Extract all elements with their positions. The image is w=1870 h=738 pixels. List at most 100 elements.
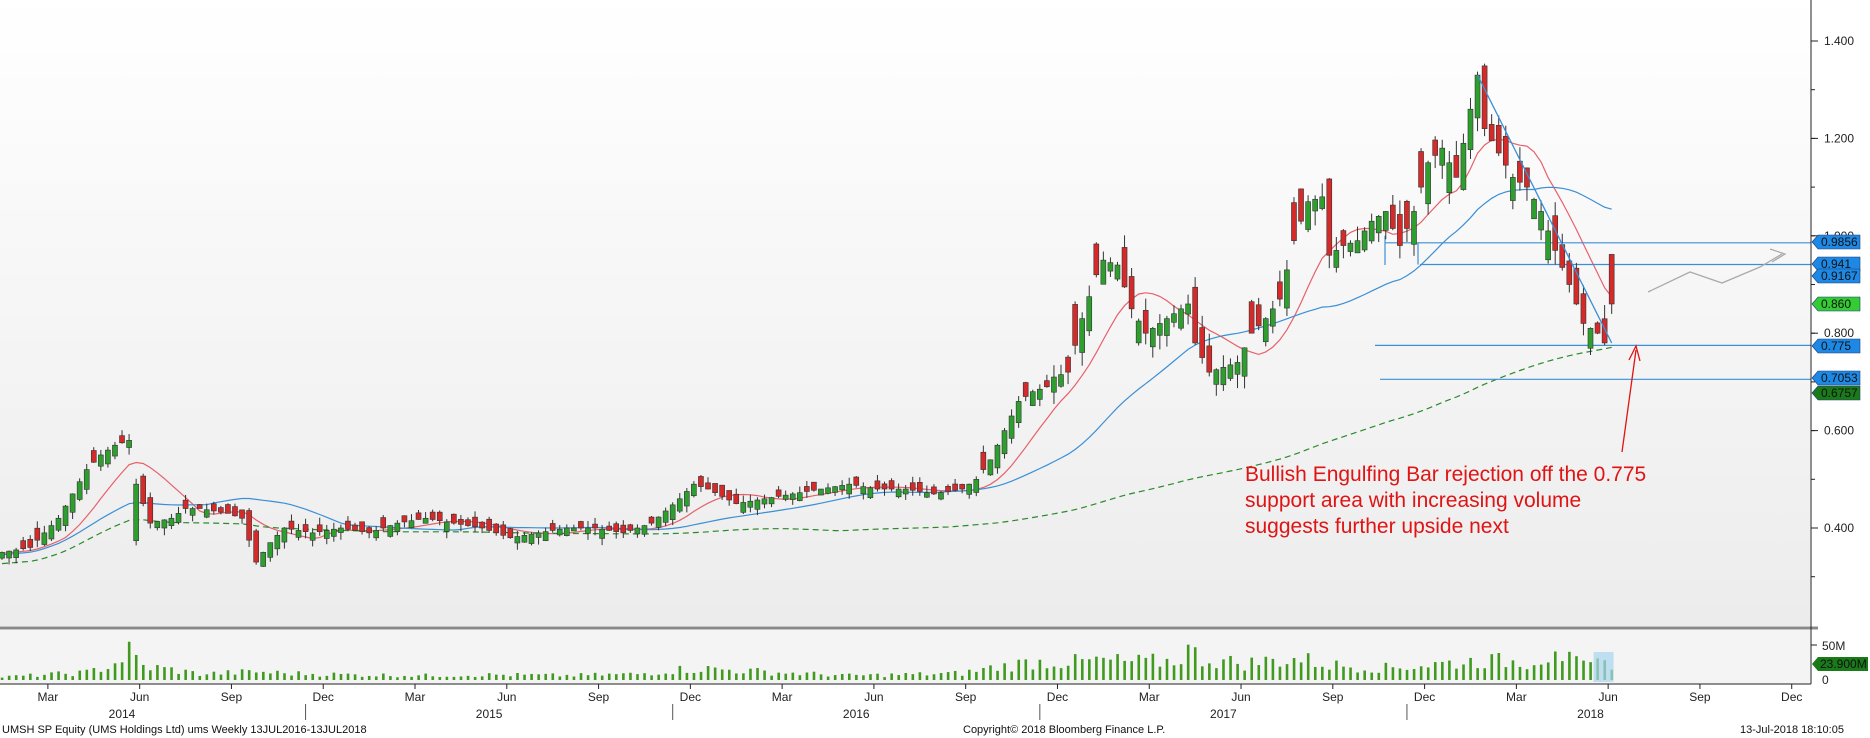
- candle-body: [479, 521, 485, 529]
- candle-body: [1227, 364, 1234, 379]
- candle-body: [1270, 308, 1276, 327]
- candle-body: [1284, 269, 1290, 309]
- volume-bar: [848, 673, 851, 680]
- candle-body: [973, 478, 980, 493]
- candle-body: [1051, 376, 1057, 393]
- candle-body: [1213, 369, 1220, 385]
- volume-bar: [431, 676, 435, 680]
- candle-body: [274, 535, 281, 550]
- volume-bar: [1243, 670, 1246, 680]
- volume-bar: [911, 674, 915, 680]
- volume-bar: [1038, 659, 1042, 680]
- candle-body: [1488, 124, 1495, 142]
- candle-body: [1382, 211, 1389, 231]
- candle-body: [768, 497, 775, 505]
- volume-bar: [1363, 670, 1366, 680]
- volume-bar: [1285, 664, 1289, 680]
- candle-body: [832, 486, 838, 493]
- volume-bar: [325, 675, 329, 680]
- candle-body: [20, 540, 26, 549]
- time-tick-label: Jun: [130, 690, 149, 704]
- candle-body: [1326, 178, 1333, 256]
- price-label-value: 0.6757: [1821, 386, 1858, 400]
- volume-bar: [1229, 655, 1232, 680]
- volume-bar: [1144, 657, 1148, 680]
- volume-bar: [269, 673, 272, 680]
- candle-body: [1495, 125, 1502, 154]
- candle-body: [1538, 211, 1544, 231]
- candle-body: [27, 538, 34, 548]
- volume-bar: [353, 674, 357, 680]
- volume-bar: [1532, 665, 1536, 680]
- candle-body: [133, 483, 139, 542]
- volume-bar: [1476, 668, 1479, 680]
- volume-bar: [664, 673, 668, 680]
- time-tick-label: Sep: [1322, 690, 1344, 704]
- volume-bar: [410, 676, 413, 680]
- volume-bar: [149, 670, 152, 680]
- candle-body: [712, 483, 718, 493]
- candle-body: [895, 488, 902, 498]
- volume-bar: [770, 675, 773, 680]
- candle-body: [1298, 188, 1304, 222]
- volume-bar: [1123, 660, 1126, 680]
- candle-body: [811, 481, 817, 491]
- volume-bar: [1321, 666, 1324, 680]
- candle-body: [1354, 240, 1361, 254]
- volume-bar: [1525, 669, 1529, 680]
- price-label-box: [1811, 370, 1861, 386]
- candle-body: [41, 532, 48, 545]
- volume-bar: [170, 667, 173, 680]
- candle-body: [323, 530, 330, 539]
- candle-body: [952, 483, 958, 491]
- volume-bar: [742, 673, 745, 680]
- price-tick-label: 1.400: [1824, 34, 1854, 48]
- volume-bar: [968, 669, 971, 680]
- volume-bar: [1024, 659, 1028, 680]
- candlestick-series: [0, 63, 1615, 567]
- price-label-box: [1811, 385, 1861, 401]
- candle-body: [168, 517, 175, 526]
- candle-body: [380, 517, 387, 529]
- candle-body: [387, 525, 394, 537]
- volume-bar: [1102, 657, 1105, 680]
- price-tick-label: 0.600: [1824, 424, 1854, 438]
- volume-label-value: 23.900M: [1820, 657, 1867, 671]
- volume-bar: [953, 670, 957, 680]
- volume-bar: [1504, 667, 1508, 680]
- candle-body: [571, 527, 577, 532]
- candle-body: [373, 530, 379, 539]
- candle-body: [1107, 262, 1114, 272]
- candle-body: [281, 527, 288, 543]
- time-tick-label: Dec: [1047, 690, 1068, 704]
- candle-body: [13, 549, 19, 558]
- volume-label-box: [1812, 657, 1868, 671]
- volume-bar: [424, 673, 427, 680]
- candle-body: [549, 523, 556, 531]
- candle-body: [443, 521, 450, 532]
- candle-body: [874, 480, 881, 490]
- candle-body: [860, 486, 867, 495]
- candle-body: [754, 499, 761, 510]
- candle-body: [62, 505, 69, 526]
- candle-body: [775, 489, 782, 497]
- candle-body: [140, 475, 146, 504]
- volume-bar: [43, 674, 46, 680]
- volume-bar: [784, 673, 788, 680]
- volume-bar: [671, 674, 675, 680]
- volume-bar: [735, 673, 738, 680]
- candle-body: [1206, 345, 1213, 373]
- candle-body: [1425, 162, 1431, 205]
- candle-body: [1135, 320, 1142, 344]
- candle-body: [655, 516, 662, 528]
- candle-body: [994, 444, 1001, 469]
- volume-bar: [763, 670, 766, 680]
- candle-body: [69, 493, 76, 513]
- candle-body: [352, 524, 358, 531]
- volume-bar: [290, 675, 293, 680]
- volume-bar: [1554, 651, 1557, 680]
- volume-bar: [727, 669, 731, 680]
- volume-bar: [876, 673, 879, 680]
- volume-bar: [1151, 653, 1155, 680]
- candle-body: [288, 520, 295, 530]
